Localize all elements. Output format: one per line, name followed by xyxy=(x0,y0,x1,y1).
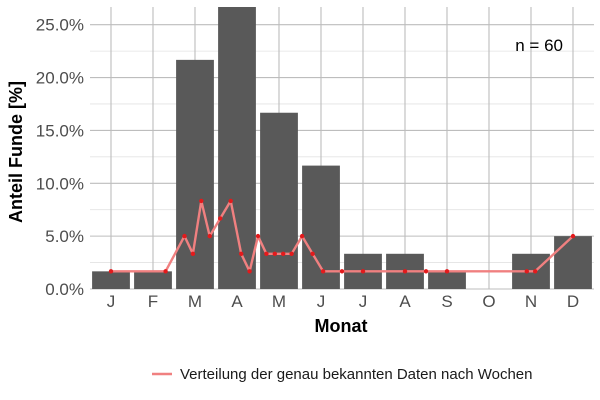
weekly-point xyxy=(255,233,261,239)
weekly-point xyxy=(402,269,408,274)
weekly-point xyxy=(190,251,196,256)
bar-5 xyxy=(260,112,298,289)
weekly-point xyxy=(239,251,244,256)
weekly-point xyxy=(524,269,529,274)
x-tick-label: D xyxy=(567,292,579,311)
x-tick-label: N xyxy=(525,292,537,311)
weekly-point xyxy=(339,269,345,274)
bar-3 xyxy=(176,59,214,289)
weekly-point xyxy=(360,269,366,274)
x-tick-label: A xyxy=(231,292,243,311)
weekly-distribution-points xyxy=(108,198,576,274)
bar-4 xyxy=(218,7,256,289)
weekly-point xyxy=(182,233,187,239)
weekly-point xyxy=(533,269,538,274)
weekly-point xyxy=(299,233,305,239)
x-tick-label: F xyxy=(148,292,158,311)
x-tick-label: J xyxy=(107,292,116,311)
y-axis-title: Anteil Funde [%] xyxy=(6,81,26,223)
sample-size-annotation: n = 60 xyxy=(515,36,563,55)
bar-2 xyxy=(134,271,172,289)
x-tick-label: J xyxy=(317,292,326,311)
weekly-point xyxy=(281,251,286,256)
weekly-point xyxy=(199,198,204,204)
bar-12 xyxy=(554,236,592,289)
x-tick-label: A xyxy=(399,292,411,311)
weekly-point xyxy=(423,269,429,274)
y-tick-label: 25.0% xyxy=(36,16,84,35)
weekly-point xyxy=(272,251,277,256)
weekly-point xyxy=(444,269,450,274)
x-tick-label: J xyxy=(359,292,368,311)
bar-1 xyxy=(92,271,130,289)
weekly-point xyxy=(320,269,326,274)
y-tick-label: 20.0% xyxy=(36,69,84,88)
weekly-point xyxy=(218,216,223,221)
x-tick-label: O xyxy=(482,292,495,311)
legend: Verteilung der genau bekannten Daten nac… xyxy=(152,366,533,383)
bar-9 xyxy=(428,271,466,289)
weekly-point xyxy=(207,233,212,239)
weekly-point xyxy=(570,233,576,239)
x-axis-title: Monat xyxy=(315,316,368,336)
weekly-point xyxy=(310,251,315,256)
weekly-point xyxy=(228,198,233,204)
y-tick-label: 10.0% xyxy=(36,174,84,193)
y-tick-label: 5.0% xyxy=(45,227,84,246)
weekly-distribution-path xyxy=(111,199,574,273)
legend-label: Verteilung der genau bekannten Daten nac… xyxy=(180,366,533,383)
y-tick-labels: 0.0% 5.0% 10.0% 15.0% 20.0% 25.0% xyxy=(36,16,84,299)
weekly-distribution-line xyxy=(111,199,574,273)
weekly-point xyxy=(108,269,114,274)
y-tick-label: 15.0% xyxy=(36,121,84,140)
weekly-point xyxy=(264,251,269,256)
weekly-point xyxy=(163,269,168,274)
x-tick-label: S xyxy=(441,292,452,311)
weekly-point xyxy=(289,251,294,256)
weekly-point xyxy=(247,269,252,274)
x-tick-label: M xyxy=(188,292,202,311)
y-tick-label: 0.0% xyxy=(45,280,84,299)
x-tick-label: M xyxy=(272,292,286,311)
